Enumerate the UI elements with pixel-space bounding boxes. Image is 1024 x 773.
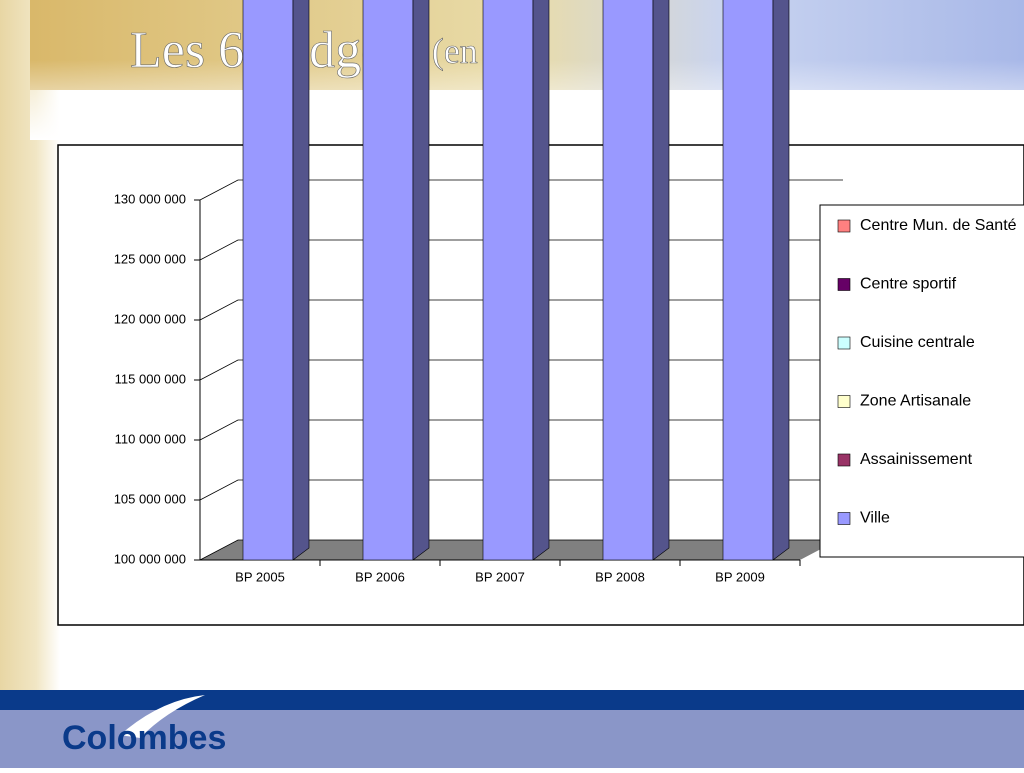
legend-label: Assainissement	[860, 451, 973, 468]
bar-side	[292, 0, 310, 561]
y-tick-label: 110 000 000	[115, 431, 186, 446]
y-tick-label: 130 000 000	[114, 191, 186, 206]
legend-label: Centre Mun. de Santé	[860, 217, 1017, 234]
x-tick-label: BP 2006	[355, 569, 405, 584]
legend-swatch	[837, 395, 851, 408]
x-tick-label: BP 2008	[595, 569, 645, 584]
legend-label: Ville	[860, 510, 890, 527]
legend-swatch	[837, 336, 851, 350]
legend-label: Cuisine centrale	[860, 334, 975, 351]
legend-label: Centre sportif	[860, 276, 957, 293]
bar	[242, 0, 294, 561]
y-tick-label: 115 000 000	[115, 371, 186, 386]
legend-box	[819, 204, 1024, 558]
legend-swatch	[837, 278, 851, 291]
bar-side	[772, 0, 790, 561]
x-tick-label: BP 2009	[715, 569, 765, 584]
footer-logo: Colombes	[62, 719, 226, 757]
bar	[722, 0, 774, 561]
bar-side	[532, 0, 550, 561]
x-tick-label: BP 2005	[235, 569, 285, 584]
y-tick-label: 120 000 000	[114, 311, 186, 326]
legend: Centre Mun. de Santé Centre sportif Cuisin…	[819, 204, 1024, 558]
y-tick-label: 105 000 000	[114, 491, 186, 506]
y-tick-label: 125 000 000	[114, 251, 186, 266]
legend-label: Zone Artisanale	[860, 393, 971, 410]
bar	[602, 0, 654, 561]
legend-swatch	[837, 512, 851, 525]
legend-swatch	[837, 453, 851, 467]
bar-side	[652, 0, 670, 561]
x-tick-label: BP 2007	[475, 569, 525, 584]
bar	[362, 0, 414, 561]
legend-swatch	[837, 219, 851, 233]
logo-bird	[120, 695, 205, 738]
plot: 100 000 000 105 000 000 110 000 000 115 000…	[114, 0, 1024, 584]
bar-side	[412, 0, 430, 561]
footer-band	[0, 690, 1024, 710]
bar	[482, 0, 534, 561]
y-tick-label: 100 000 000	[114, 551, 186, 566]
